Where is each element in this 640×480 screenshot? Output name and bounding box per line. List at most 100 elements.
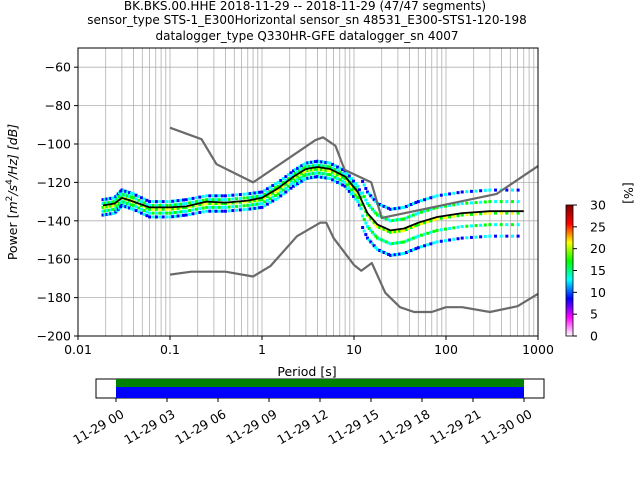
ppsd-cell	[211, 209, 215, 213]
ppsd-cell	[479, 200, 483, 204]
ppsd-cell	[341, 171, 345, 175]
ppsd-cell	[412, 248, 416, 252]
ppsd-cell	[389, 207, 393, 211]
ppsd-cell	[182, 202, 186, 206]
ppsd-cell	[122, 189, 126, 193]
ppsd-cell	[274, 182, 278, 186]
ppsd-cell	[393, 207, 397, 211]
ppsd-cell	[173, 214, 177, 218]
ppsd-cell	[416, 211, 420, 215]
ppsd-cell	[258, 202, 262, 206]
ppsd-cell	[398, 229, 402, 233]
ppsd-cell	[361, 226, 365, 230]
ppsd-cell	[483, 234, 487, 238]
ppsd-cell	[276, 184, 280, 188]
ppsd-cell	[359, 207, 363, 211]
ppsd-cell	[238, 200, 242, 204]
ppsd-cell	[389, 242, 393, 246]
ppsd-cell	[426, 197, 430, 201]
ppsd-cell	[331, 174, 335, 178]
ppsd-cell	[158, 211, 162, 215]
ppsd-cell	[111, 200, 115, 204]
ppsd-cell	[365, 190, 369, 194]
ppsd-cell	[258, 198, 262, 202]
ppsd-cell	[145, 202, 149, 206]
ppsd-cell	[356, 196, 360, 200]
ppsd-cell	[382, 239, 386, 243]
ppsd-cell	[258, 206, 262, 210]
ppsd-cell	[318, 175, 322, 179]
ppsd-cell	[151, 211, 155, 215]
ppsd-cell	[171, 203, 175, 207]
ppsd-cell	[416, 246, 420, 250]
ppsd-cell	[231, 193, 235, 197]
ppsd-cell	[375, 225, 379, 229]
ppsd-cell	[469, 235, 473, 239]
series-layer	[102, 126, 539, 314]
ppsd-cell	[404, 204, 408, 208]
ppsd-cell	[448, 192, 452, 196]
ppsd-cell	[235, 193, 239, 197]
ppsd-cell	[354, 197, 358, 201]
ppsd-cell	[426, 231, 430, 235]
ppsd-cell	[139, 207, 143, 211]
ppsd-cell	[404, 250, 408, 254]
ppsd-cell	[510, 200, 514, 204]
ppsd-cell	[400, 206, 404, 210]
ppsd-cell	[365, 236, 369, 240]
ppsd-cell	[300, 168, 304, 172]
ppsd-cell	[154, 203, 158, 207]
ppsd-cell	[151, 207, 155, 211]
ppsd-cell	[364, 233, 368, 237]
ppsd-cell	[310, 160, 314, 164]
timeline-bars	[116, 379, 524, 398]
ppsd-cell	[158, 215, 162, 219]
ppsd-cell	[324, 172, 328, 176]
ppsd-cell	[510, 211, 514, 215]
ppsd-cell	[161, 215, 165, 219]
ppsd-cell	[220, 194, 224, 198]
ppsd-cell	[184, 213, 188, 217]
ppsd-cell	[274, 194, 278, 198]
ppsd-cell	[298, 177, 302, 181]
ppsd-cell	[142, 201, 146, 205]
ppsd-cell	[423, 221, 427, 225]
ppsd-cell	[341, 175, 345, 179]
ppsd-cell	[235, 204, 239, 208]
ppsd-cell	[336, 169, 340, 173]
ppsd-cell	[448, 238, 452, 242]
ppsd-cell	[109, 208, 113, 212]
ppsd-cell	[384, 251, 388, 255]
ppsd-cell	[279, 190, 283, 194]
ppsd-cell	[168, 207, 172, 211]
ppsd-cell	[263, 204, 267, 208]
ppsd-cell	[409, 237, 413, 241]
ppsd-cell	[131, 192, 135, 196]
ppsd-cell	[349, 180, 353, 184]
ppsd-cell	[432, 195, 436, 199]
ppsd-cell	[318, 160, 322, 164]
ppsd-cell	[151, 203, 155, 207]
ppsd-cell	[414, 212, 418, 216]
ppsd-cell	[294, 179, 298, 183]
ppsd-cell	[460, 202, 464, 206]
ppsd-cell	[452, 214, 456, 218]
ppsd-cell	[302, 170, 306, 174]
ppsd-cell	[343, 177, 347, 181]
ppsd-cell	[217, 202, 221, 206]
colorbar-tick-label: 20	[590, 241, 606, 256]
colorbar-ticks: 0 5 10 15 20 25 30	[573, 198, 606, 344]
ppsd-cell	[435, 228, 439, 232]
ppsd-cell	[302, 178, 306, 182]
ppsd-cell	[238, 204, 242, 208]
ppsd-cell	[429, 219, 433, 223]
ppsd-cell	[205, 194, 209, 198]
y-title-tail: /Hz] [dB]	[5, 124, 20, 180]
ppsd-cell	[313, 160, 317, 164]
ppsd-cell	[302, 174, 306, 178]
ppsd-cell	[171, 215, 175, 219]
ppsd-cell	[168, 211, 172, 215]
timeline-tick-label: 11-29 18	[376, 406, 432, 447]
ppsd-cell	[404, 239, 408, 243]
ppsd-cell	[391, 218, 395, 222]
